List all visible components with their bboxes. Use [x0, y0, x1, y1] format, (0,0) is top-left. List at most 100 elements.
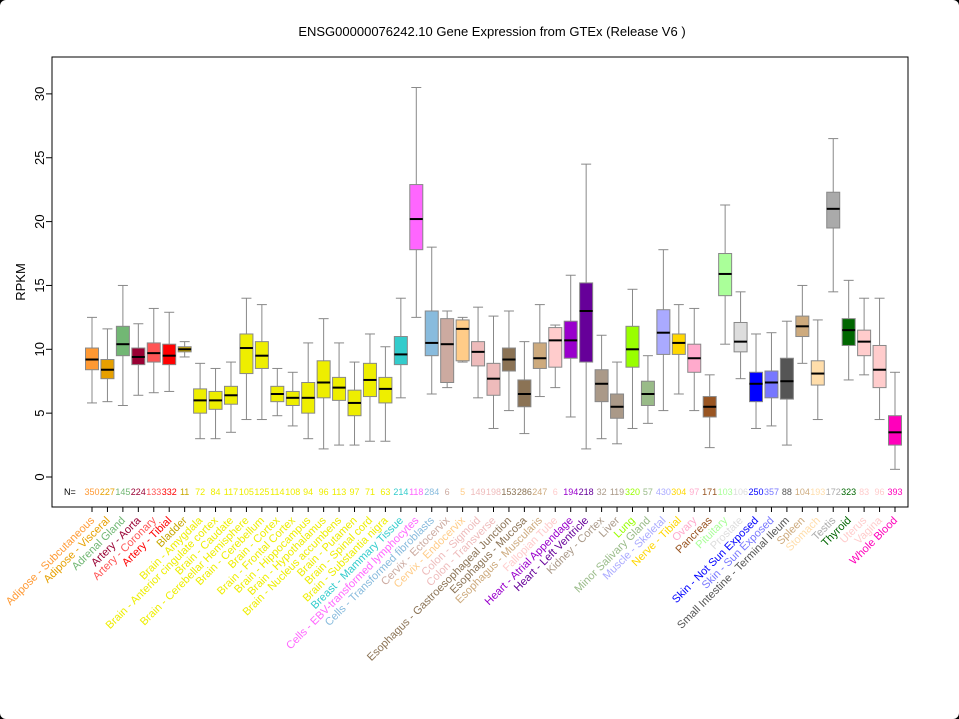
- box-iqr: [409, 184, 424, 251]
- n-count: 430: [656, 487, 671, 497]
- n-count: 118: [409, 487, 423, 497]
- box-iqr: [532, 342, 547, 369]
- n-count: 171: [702, 487, 717, 497]
- n-count: 84: [211, 487, 221, 497]
- y-tick-label: 10: [32, 342, 47, 356]
- y-axis-label: RPKM: [13, 263, 28, 301]
- n-count: 198: [486, 487, 501, 497]
- box-7: [177, 341, 192, 358]
- box-iqr: [733, 321, 748, 353]
- box-42: [718, 204, 733, 345]
- box-37: [640, 355, 655, 424]
- box-23: [424, 246, 439, 395]
- n-count: 97: [689, 487, 699, 497]
- y-tick-label: 5: [32, 410, 47, 417]
- box-iqr: [872, 344, 887, 389]
- box-41: [702, 374, 717, 449]
- box-9: [208, 367, 223, 440]
- n-count: 125: [254, 487, 269, 497]
- n-count: 224: [131, 487, 146, 497]
- box-iqr: [162, 343, 177, 366]
- y-tick-label: 30: [32, 87, 47, 101]
- n-count: 6: [553, 487, 558, 497]
- boxes-layer: [85, 87, 902, 470]
- box-32: [563, 274, 578, 418]
- box-36: [625, 288, 640, 429]
- box-39: [671, 304, 686, 395]
- n-count: 194: [563, 487, 578, 497]
- box-iqr: [749, 371, 764, 403]
- n-count: 106: [733, 487, 748, 497]
- n-count: 350: [84, 487, 99, 497]
- n-count: 133: [146, 487, 161, 497]
- n-count: 83: [859, 487, 869, 497]
- box-5: [146, 307, 161, 394]
- box-10: [223, 361, 238, 433]
- box-49: [826, 138, 841, 293]
- box-iqr: [378, 376, 393, 404]
- n-count: 320: [625, 487, 640, 497]
- n-count: 32: [597, 487, 607, 497]
- box-43: [733, 291, 748, 380]
- n-count: 357: [764, 487, 779, 497]
- box-iqr: [115, 325, 130, 357]
- box-44: [749, 333, 764, 429]
- n-count: 72: [195, 487, 205, 497]
- n-count: 393: [887, 487, 902, 497]
- n-count: 284: [424, 487, 439, 497]
- box-22: [409, 87, 424, 318]
- box-iqr: [625, 325, 640, 368]
- box-35: [610, 361, 625, 445]
- box-iqr: [316, 360, 331, 399]
- box-29: [517, 341, 532, 435]
- n-count: 88: [782, 487, 792, 497]
- n-count: 227: [100, 487, 115, 497]
- box-33: [579, 163, 594, 450]
- box-48: [810, 319, 825, 421]
- box-40: [687, 307, 702, 412]
- box-iqr: [393, 336, 408, 366]
- n-count: 108: [285, 487, 300, 497]
- box-6: [162, 311, 177, 392]
- chart-title: ENSG00000076242.10 Gene Expression from …: [298, 24, 685, 39]
- n-count: 104: [795, 487, 810, 497]
- n-count-label: N=: [64, 487, 76, 497]
- box-iqr: [857, 329, 872, 357]
- box-iqr: [779, 357, 794, 400]
- n-count: 96: [319, 487, 329, 497]
- n-count: 11: [180, 487, 189, 497]
- box-iqr: [332, 376, 347, 401]
- n-count: 103: [718, 487, 733, 497]
- box-3: [115, 284, 130, 406]
- n-count: 119: [610, 487, 624, 497]
- n-count: 117: [224, 487, 238, 497]
- box-iqr: [764, 370, 779, 399]
- box-21: [393, 297, 408, 399]
- box-iqr: [455, 319, 470, 362]
- box-iqr: [548, 327, 563, 368]
- box-27: [486, 315, 501, 429]
- n-count: 96: [875, 487, 885, 497]
- box-26: [471, 306, 486, 399]
- n-counts-row: 350 227 145 224 133 332 11 72 84 117 105 125 114 108 9…: [84, 487, 902, 497]
- box-46: [779, 320, 794, 446]
- y-tick-label: 25: [32, 151, 47, 165]
- n-count: 193: [810, 487, 825, 497]
- box-20: [378, 346, 393, 442]
- box-iqr: [579, 282, 594, 363]
- n-count: 323: [841, 487, 856, 497]
- y-axis: 0 5 10 15 20 25 30: [32, 87, 52, 481]
- n-count: 114: [270, 487, 284, 497]
- n-count: 214: [393, 487, 408, 497]
- box-15: [301, 342, 316, 440]
- box-iqr: [826, 191, 841, 229]
- n-count: 149: [471, 487, 486, 497]
- n-count: 247: [532, 487, 547, 497]
- n-count: 94: [303, 487, 313, 497]
- box-4: [131, 323, 146, 396]
- box-iqr: [888, 415, 902, 446]
- box-50: [841, 279, 856, 381]
- n-count: 218: [579, 487, 594, 497]
